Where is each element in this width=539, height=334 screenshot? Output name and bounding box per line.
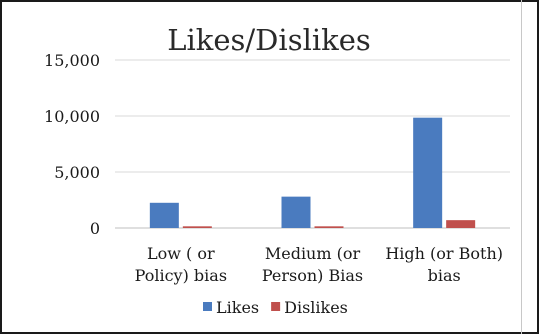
legend-swatch-likes [203, 302, 212, 311]
y-tick-label: 15,000 [44, 51, 100, 70]
x-category-label: High (or Both) [385, 244, 503, 263]
x-category-label: bias [428, 266, 461, 285]
y-tick-label: 10,000 [44, 107, 100, 126]
legend: Likes Dislikes [203, 298, 348, 317]
bar-likes-1 [149, 202, 179, 228]
legend-swatch-dislikes [271, 302, 281, 311]
frame-divider [521, 0, 522, 334]
bar-likes-2 [281, 196, 311, 228]
x-axis-categories: Low ( or Policy) bias Medium (or Person) Bi… [135, 244, 503, 285]
y-tick-label: 0 [90, 219, 100, 238]
bar-likes-3 [413, 117, 443, 228]
gridlines [115, 59, 510, 173]
chart-title: Likes/Dislikes [167, 23, 371, 57]
x-category-label: Medium (or [265, 244, 361, 263]
bar-dislikes-2 [314, 226, 344, 228]
legend-label-likes: Likes [216, 298, 259, 317]
x-category-label: Person) Bias [262, 266, 363, 285]
x-category-label: Policy) bias [135, 266, 227, 285]
bar-dislikes-1 [182, 226, 212, 228]
x-category-label: Low ( or [147, 244, 215, 263]
y-axis-ticks: 0 5,000 10,000 15,000 [44, 51, 100, 238]
y-tick-label: 5,000 [54, 163, 100, 182]
bar-dislikes-3 [446, 220, 476, 228]
bars [149, 117, 476, 228]
legend-label-dislikes: Dislikes [284, 298, 348, 317]
